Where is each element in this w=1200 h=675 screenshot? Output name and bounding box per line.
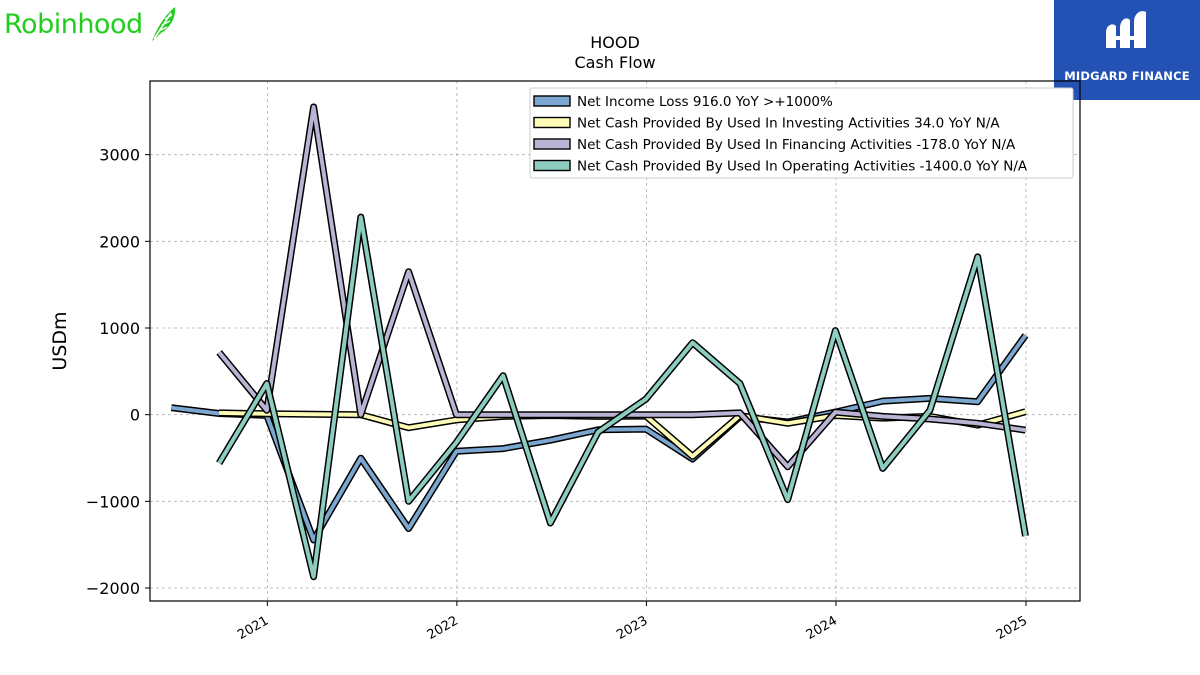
y-tick-label: 3000 — [99, 146, 140, 165]
chart-title: HOOD — [590, 33, 640, 52]
y-axis-label: USDm — [49, 311, 71, 370]
y-tick-label: 2000 — [99, 232, 140, 251]
y-tick-label: −2000 — [86, 579, 140, 598]
legend-entry-0: Net Income Loss 916.0 YoY >+1000% — [577, 94, 833, 110]
x-tick-label: 2022 — [425, 613, 461, 643]
legend-entry-2: Net Cash Provided By Used In Financing A… — [577, 137, 1016, 153]
legend-swatch-0 — [533, 95, 571, 107]
x-axis: 2021 2022 2023 2024 2025 — [235, 601, 1030, 643]
plot-area — [149, 80, 1081, 602]
badge-name: MIDGARD FINANCE — [1064, 69, 1190, 83]
legend-swatch-1 — [533, 116, 571, 129]
x-tick-label: 2025 — [994, 613, 1030, 643]
legend: Net Income Loss 916.0 YoY >+1000% Net Cas… — [529, 87, 1074, 179]
y-tick-label: 0 — [130, 406, 140, 425]
y-tick-label: −1000 — [86, 492, 140, 511]
y-tick-label: 1000 — [99, 319, 140, 338]
midgard-finance-badge: MIDGARD FINANCE — [1054, 0, 1200, 100]
legend-swatch-3 — [533, 159, 571, 172]
midgard-logo-icon — [1106, 11, 1146, 49]
x-tick-label: 2024 — [804, 613, 840, 643]
x-tick-label: 2023 — [614, 613, 650, 643]
legend-box — [529, 87, 1074, 179]
legend-entry-3: Net Cash Provided By Used In Operating A… — [577, 159, 1028, 175]
legend-entry-1: Net Cash Provided By Used In Investing A… — [577, 116, 1000, 132]
x-tick-label: 2021 — [235, 613, 271, 643]
robinhood-logo: Robinhood — [4, 2, 177, 46]
series-line-3 — [217, 215, 1028, 579]
feather-icon — [151, 7, 175, 41]
legend-swatch-2 — [533, 138, 571, 150]
y-axis: −2000 −1000 0 1000 2000 3000 — [86, 146, 150, 598]
series-lines — [170, 103, 1029, 581]
brand-name: Robinhood — [4, 8, 143, 40]
chart-subtitle: Cash Flow — [574, 53, 655, 72]
